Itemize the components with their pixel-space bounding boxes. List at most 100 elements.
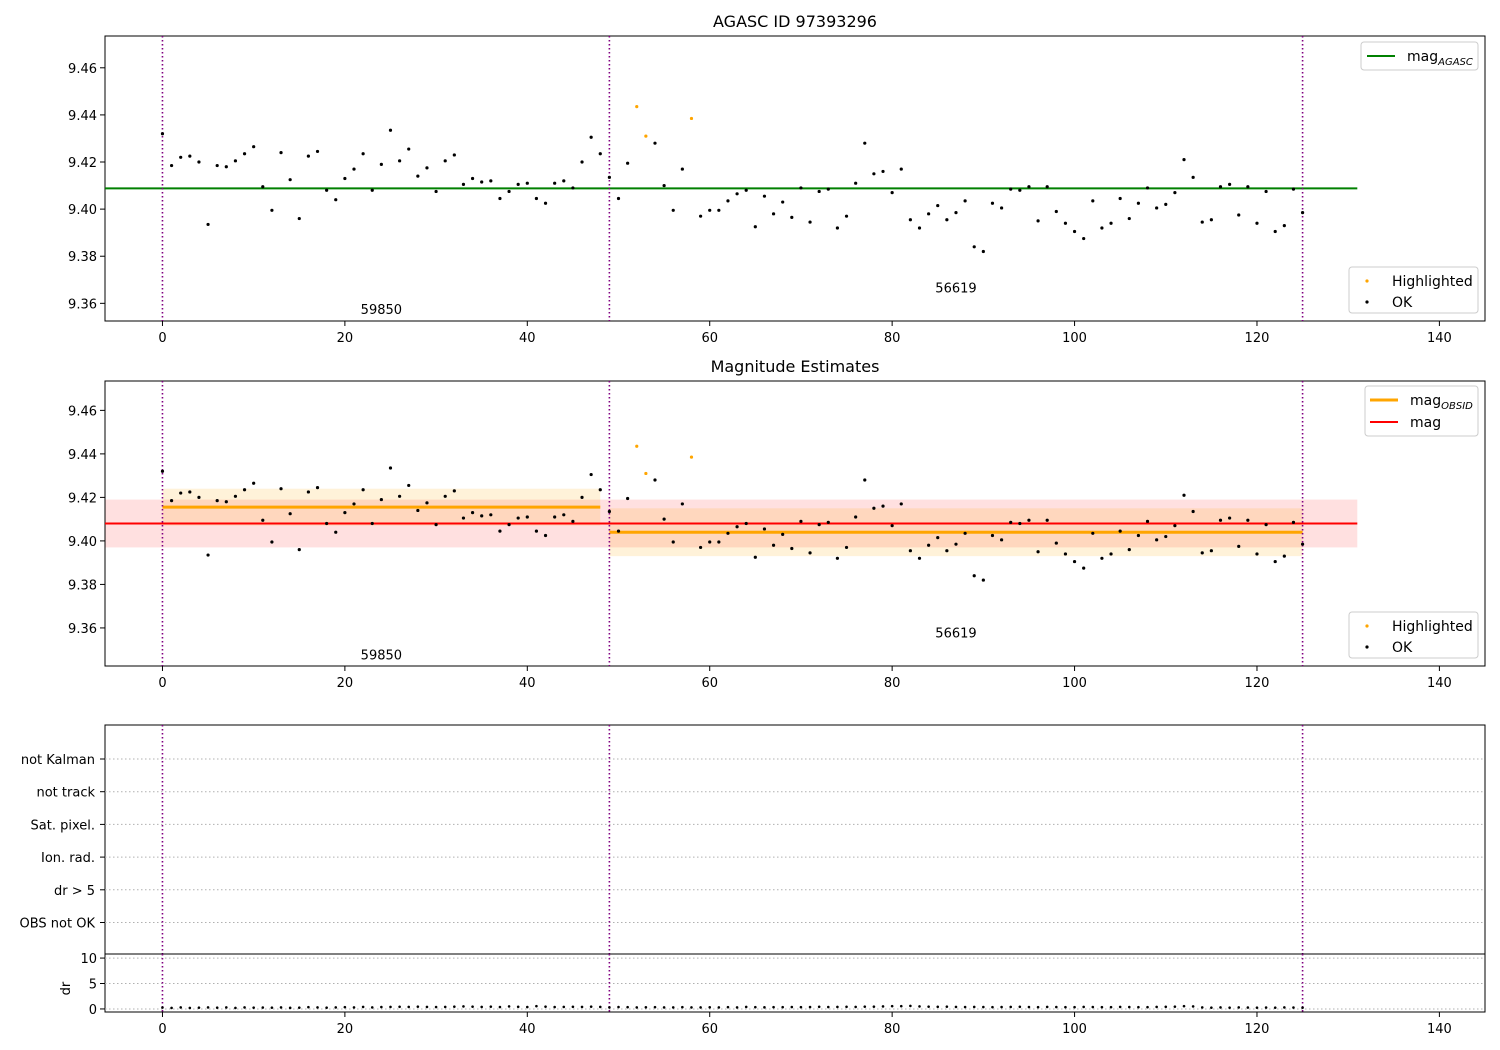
data-point-ok xyxy=(562,179,566,183)
flag-label: not Kalman xyxy=(21,753,95,768)
data-point-ok xyxy=(489,513,493,517)
panel-dr: 0 20 40 60 80 100 120 140 0 5 10 dr xyxy=(59,952,1486,1037)
data-point-ok xyxy=(188,490,192,494)
dr-point xyxy=(808,1005,812,1009)
dr-point xyxy=(681,1005,684,1009)
data-point-ok xyxy=(562,513,566,517)
data-point-ok xyxy=(370,188,374,192)
data-point-ok xyxy=(270,540,274,544)
data-point-ok xyxy=(653,141,657,145)
dr-point xyxy=(1137,1005,1140,1009)
x-tick-label: 0 xyxy=(158,331,166,346)
x-tick-label: 80 xyxy=(884,1022,901,1037)
dr-point xyxy=(936,1005,940,1009)
data-point-ok xyxy=(899,167,903,171)
data-point-ok xyxy=(233,159,238,163)
data-point-ok xyxy=(1200,551,1204,555)
data-point-ok xyxy=(1091,199,1095,203)
data-point-ok xyxy=(452,153,456,157)
dr-point xyxy=(1146,1005,1149,1009)
data-point-ok xyxy=(270,208,274,212)
data-point-ok xyxy=(698,214,703,218)
data-point-ok xyxy=(169,163,174,168)
data-point-highlighted xyxy=(644,471,648,476)
dr-point xyxy=(671,1006,675,1009)
chart-title: AGASC ID 97393296 xyxy=(713,12,877,31)
dr-point xyxy=(1027,1005,1031,1009)
data-point-ok xyxy=(543,533,548,538)
dr-point xyxy=(1000,1005,1003,1009)
data-point-ok xyxy=(461,516,466,520)
legend-agasc-subscript: AGASC xyxy=(1437,57,1473,68)
data-point-highlighted xyxy=(635,444,639,448)
data-point-ok xyxy=(1237,544,1241,548)
data-point-ok xyxy=(753,225,757,229)
dr-point xyxy=(1173,1005,1177,1008)
dr-point xyxy=(1219,1006,1222,1009)
data-point-ok xyxy=(1282,554,1286,558)
data-point-ok xyxy=(379,497,383,502)
data-point-ok xyxy=(1191,175,1195,179)
data-point-ok xyxy=(890,524,894,528)
dr-point xyxy=(982,1005,985,1009)
dr-point xyxy=(498,1005,502,1009)
data-point-ok xyxy=(1082,236,1086,241)
dr-point xyxy=(1091,1005,1095,1009)
dr-point xyxy=(954,1005,958,1009)
dr-point xyxy=(343,1005,347,1009)
data-point-ok xyxy=(197,160,201,164)
dr-point xyxy=(754,1005,757,1009)
dr-point xyxy=(562,1005,566,1009)
data-point-ok xyxy=(1300,542,1305,546)
x-tick-label: 0 xyxy=(158,676,166,691)
data-point-ok xyxy=(1164,534,1168,539)
dr-point xyxy=(781,1005,784,1009)
dr-point xyxy=(334,1006,338,1009)
data-point-ok xyxy=(1100,226,1104,230)
svg-text:magOBSID: magOBSID xyxy=(1410,393,1473,412)
data-point-ok xyxy=(607,175,611,179)
chart-subtitle: Magnitude Estimates xyxy=(711,357,880,376)
data-point-ok xyxy=(434,189,438,194)
dr-point xyxy=(826,1005,830,1009)
data-point-ok xyxy=(1173,191,1177,195)
dr-point xyxy=(699,1006,702,1009)
data-point-ok xyxy=(708,540,712,544)
dr-point xyxy=(243,1006,246,1009)
dr-point xyxy=(1292,1006,1295,1009)
dr-point xyxy=(653,1005,657,1009)
data-point-ok xyxy=(1027,185,1031,189)
data-point-ok xyxy=(261,518,265,522)
data-point-ok xyxy=(963,531,967,535)
flag-label: OBS not OK xyxy=(20,917,96,932)
y-tick-label: 9.36 xyxy=(68,297,97,312)
data-point-ok xyxy=(954,211,958,215)
x-tick-label: 20 xyxy=(337,331,354,346)
data-point-ok xyxy=(790,546,794,551)
dr-point xyxy=(1009,1005,1013,1009)
data-point-ok xyxy=(717,208,721,212)
data-point-ok xyxy=(352,502,356,506)
data-point-ok xyxy=(516,516,520,520)
data-point-ok xyxy=(826,187,830,191)
dr-point xyxy=(799,1005,803,1009)
data-point-ok xyxy=(744,521,748,526)
legend-ok-label: OK xyxy=(1392,295,1413,311)
dr-point xyxy=(1100,1005,1104,1009)
data-point-ok xyxy=(963,199,967,203)
data-point-ok xyxy=(927,543,931,547)
dr-point xyxy=(270,1006,274,1009)
data-point-ok xyxy=(1127,216,1131,221)
dr-point xyxy=(170,1006,173,1010)
dr-point xyxy=(1210,1006,1213,1009)
data-point-ok xyxy=(297,216,301,221)
data-point-ok xyxy=(1091,531,1095,535)
y-tick-label: 10 xyxy=(80,952,97,967)
data-point-ok xyxy=(653,478,657,482)
x-tick-label: 120 xyxy=(1245,1022,1270,1037)
data-point-ok xyxy=(917,556,922,560)
data-point-ok xyxy=(1282,224,1286,228)
dr-point xyxy=(398,1005,401,1009)
y-tick-label: 9.42 xyxy=(68,491,97,506)
data-point-ok xyxy=(1045,518,1049,522)
